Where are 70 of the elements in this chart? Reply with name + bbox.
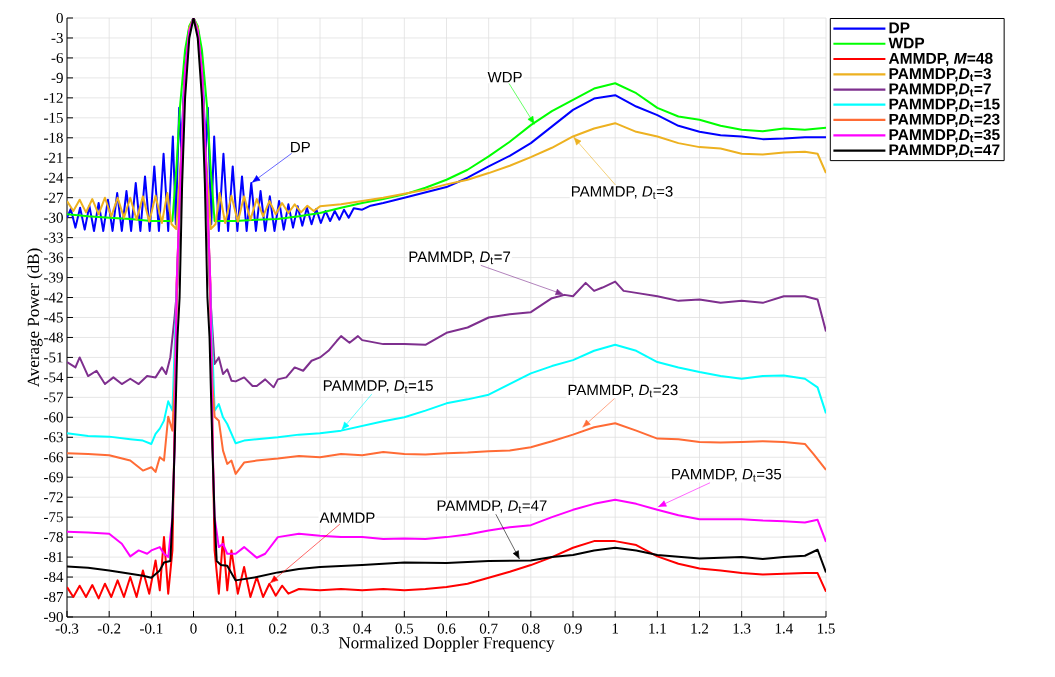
y-tick-label: -3 — [51, 32, 63, 43]
annotation: DP — [291, 141, 310, 153]
x-tick-label: 0 — [190, 623, 197, 634]
x-tick-label: -0.3 — [55, 623, 79, 634]
legend-label: PAMMDP,D$_{t}$=7 — [889, 83, 991, 97]
annotation: PAMMDP, D$_{t}$=3 — [571, 186, 673, 199]
legend-label: WDP — [888, 37, 925, 49]
y-tick-label: -6 — [51, 52, 64, 63]
y-tick-label: -84 — [44, 571, 64, 583]
x-axis-title: Normalized Doppler Frequency — [338, 636, 555, 653]
y-tick-label: -9 — [51, 72, 63, 83]
y-tick-label: -42 — [44, 292, 63, 303]
y-tick-label: -63 — [44, 432, 63, 443]
x-tick-label: 1.4 — [775, 623, 793, 634]
legend-label: PAMMDP,D$_{t}$=47 — [889, 144, 1000, 158]
y-tick-label: -72 — [44, 492, 63, 503]
annotation: PAMMDP, D$_{t}$=23 — [568, 384, 678, 398]
y-tick-label: 0 — [56, 12, 63, 24]
y-tick-label: -15 — [44, 112, 63, 123]
y-tick-label: -27 — [44, 192, 64, 203]
annotation: AMMDP — [319, 512, 375, 523]
y-tick-label: -48 — [44, 332, 63, 343]
x-tick-label: 1 — [612, 623, 619, 634]
y-tick-label: -54 — [44, 372, 64, 383]
y-tick-label: -39 — [44, 272, 63, 283]
x-tick-label: 1.5 — [817, 623, 835, 634]
annotation: PAMMDP, D$_{t}$=47 — [437, 500, 547, 514]
y-tick-label: -60 — [44, 412, 63, 423]
y-tick-label: -81 — [44, 552, 63, 563]
y-tick-label: -78 — [44, 532, 63, 543]
y-tick-label: -45 — [44, 312, 63, 323]
x-tick-label: 0.8 — [522, 623, 540, 634]
y-axis-title: Average Power (dB) — [27, 248, 43, 388]
x-tick-label: 0.1 — [226, 623, 245, 634]
legend-label: PAMMDP,D$_{t}$=3 — [889, 68, 991, 82]
x-tick-label: 0.5 — [395, 623, 414, 634]
y-tick-label: -75 — [44, 512, 63, 523]
y-tick-label: -24 — [44, 172, 64, 183]
legend-label: DP — [889, 22, 910, 34]
x-tick-label: 0.6 — [437, 623, 456, 634]
legend-label: PAMMDP,D$_{t}$=15 — [889, 98, 1000, 112]
y-tick-label: -36 — [44, 252, 64, 263]
x-tick-label: 0.3 — [311, 623, 329, 634]
x-tick-label: 1.3 — [733, 623, 751, 634]
annotation: PAMMDP, D$_{t}$=35 — [672, 468, 782, 482]
y-tick-label: -51 — [44, 352, 63, 363]
y-tick-label: -21 — [44, 152, 63, 163]
x-tick-label: 1.2 — [691, 623, 709, 634]
x-tick-label: -0.2 — [97, 623, 121, 634]
x-tick-label: 0.9 — [564, 623, 582, 634]
x-tick-label: 0.2 — [269, 623, 287, 634]
x-tick-label: 1.1 — [649, 623, 666, 634]
y-tick-label: -69 — [44, 472, 63, 483]
annotation: WDP — [487, 72, 522, 83]
annotation: PAMMDP, D$_{t}$=7 — [409, 251, 511, 265]
legend-label: AMMDP, M=48 — [888, 52, 993, 67]
legend-label: PAMMDP,D$_{t}$=35 — [889, 129, 1000, 143]
y-tick-label: -30 — [44, 212, 63, 223]
y-tick-label: -33 — [44, 232, 63, 243]
legend-label: PAMMDP,D$_{t}$=23 — [889, 113, 1000, 128]
y-tick-label: -87 — [44, 591, 64, 603]
y-tick-label: -12 — [44, 92, 63, 103]
y-tick-label: -18 — [44, 132, 63, 143]
annotation: PAMMDP, D$_{t}$=15 — [323, 380, 433, 393]
y-tick-label: -66 — [44, 452, 64, 463]
x-tick-label: 0.7 — [479, 623, 498, 634]
y-tick-label: -90 — [44, 611, 63, 623]
x-tick-label: 0.4 — [353, 623, 372, 634]
x-tick-label: -0.1 — [140, 623, 163, 634]
y-tick-label: -57 — [44, 392, 64, 403]
